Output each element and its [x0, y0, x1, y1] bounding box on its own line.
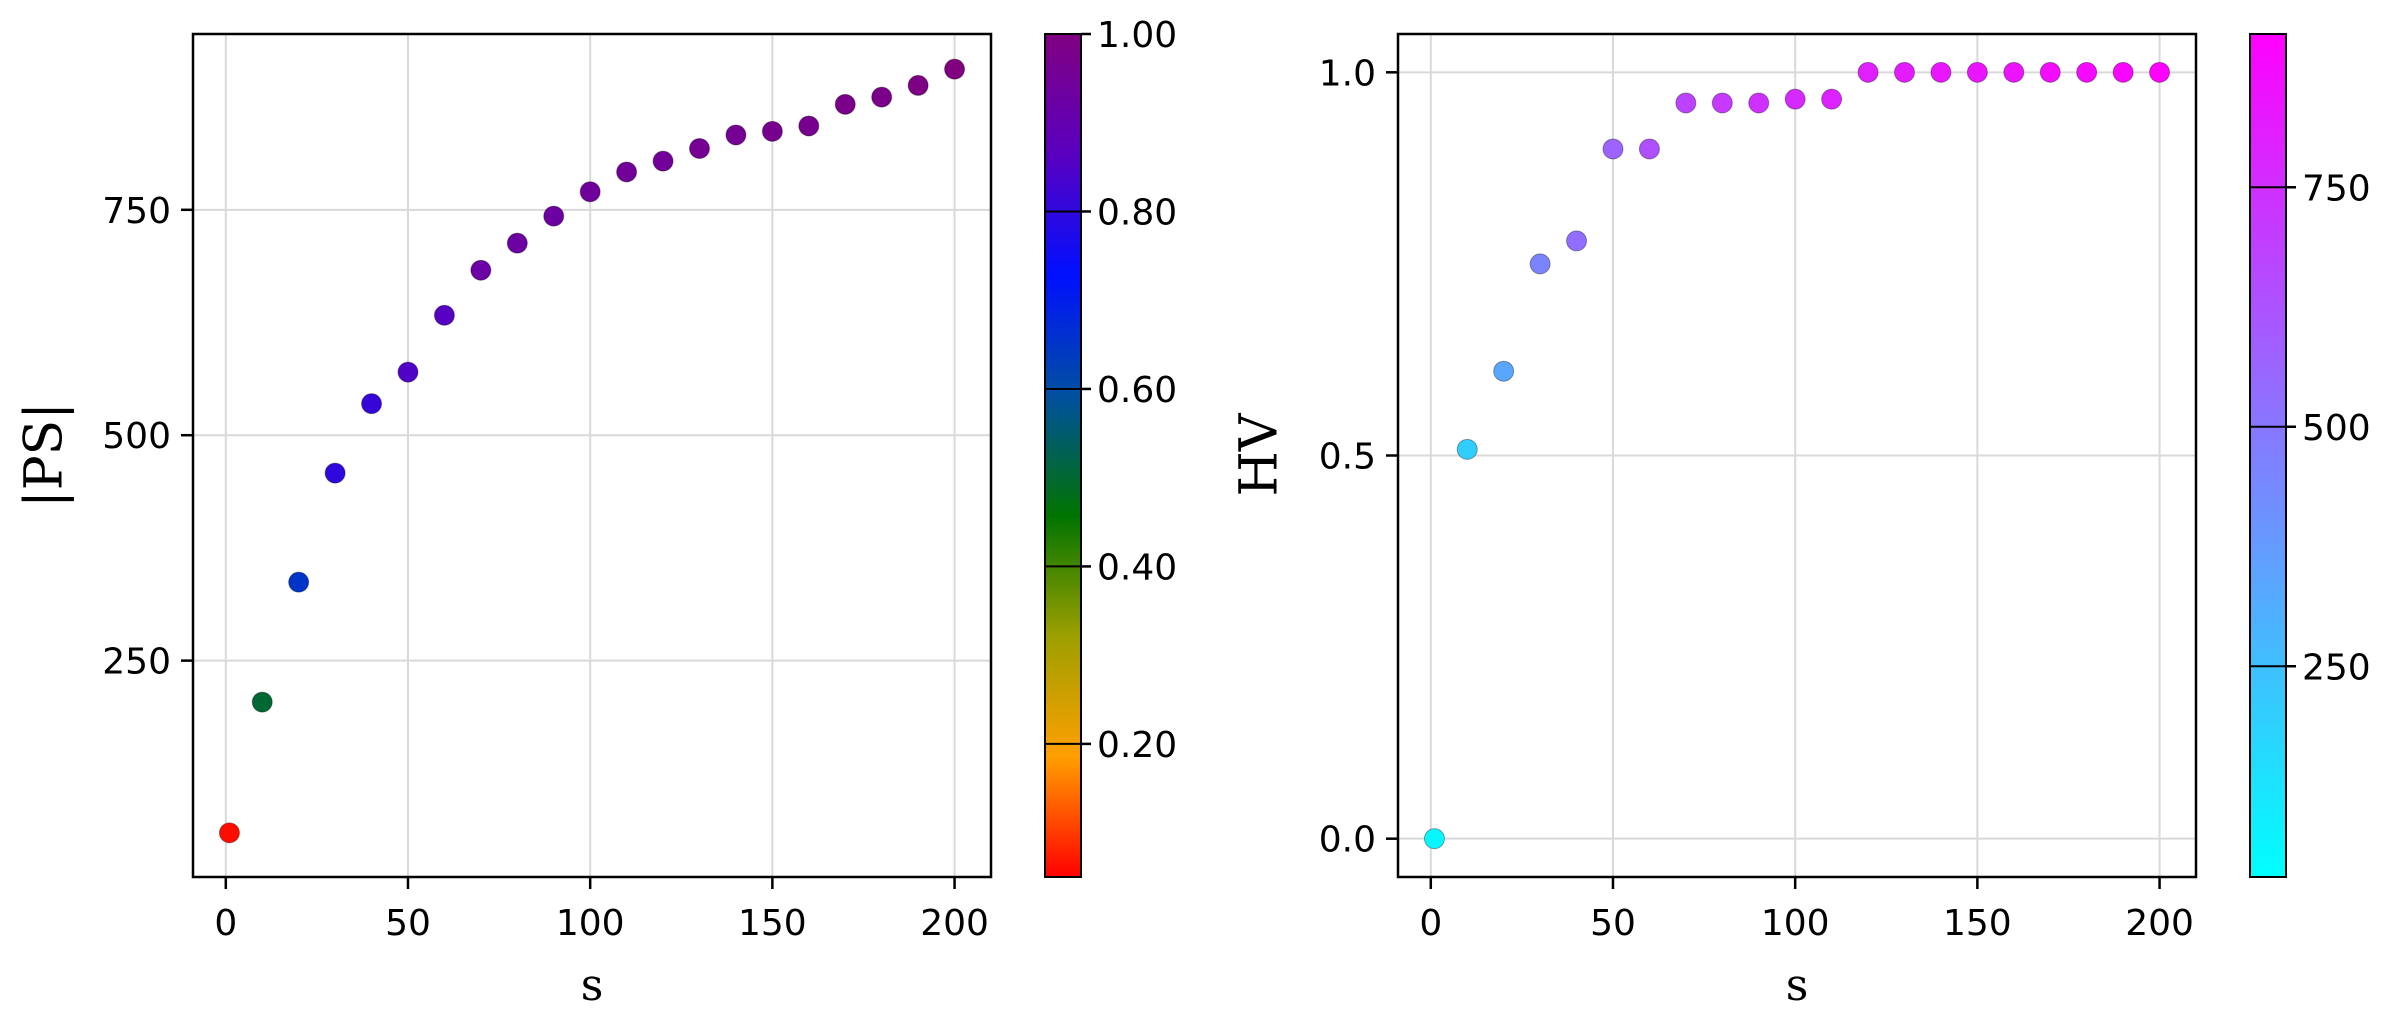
data-point [761, 120, 783, 142]
colorbar-tick-label: 750 [2302, 168, 2371, 209]
data-point [1748, 92, 1770, 114]
x-tick-label: 100 [1761, 903, 1830, 944]
data-point [2003, 61, 2025, 83]
x-tick-label: 150 [1943, 903, 2012, 944]
data-point [2149, 61, 2171, 83]
data-point [1456, 438, 1478, 460]
y-axis-label: |PS| [15, 402, 75, 508]
data-point [1493, 360, 1515, 382]
x-tick-label: 200 [920, 903, 989, 944]
data-point [616, 161, 638, 183]
data-point [1821, 88, 1843, 110]
data-point [1423, 828, 1445, 850]
data-point [2039, 61, 2061, 83]
left-scatter-panel: 0 50 100 150 200 250 500 750 s |PS| 0.20 0.40 0.60 0.… [15, 15, 1178, 1011]
data-point [324, 462, 346, 484]
colorbar [2249, 33, 2287, 878]
data-point [871, 86, 893, 108]
y-tick-label: 0.0 [1319, 820, 1376, 861]
data-point [288, 571, 310, 593]
gridlines [193, 34, 991, 877]
data-point [1857, 61, 1879, 83]
data-point [470, 259, 492, 281]
colorbar-tick-label: 250 [2302, 647, 2371, 688]
y-tick-label: 750 [102, 191, 171, 232]
x-tick-label: 50 [1590, 903, 1636, 944]
data-point [1675, 92, 1697, 114]
data-point [1529, 253, 1551, 275]
data-point [834, 93, 856, 115]
x-tick-label: 150 [738, 903, 807, 944]
x-tick-label: 50 [385, 903, 431, 944]
data-point [1638, 138, 1660, 160]
data-point [2112, 61, 2134, 83]
colorbar-tick-label: 500 [2302, 408, 2371, 449]
data-point [579, 181, 601, 203]
x-axis-label: s [1786, 960, 1809, 1011]
gridlines [1398, 34, 2196, 877]
data-point [1784, 88, 1806, 110]
data-point [1602, 138, 1624, 160]
data-point [798, 115, 820, 137]
y-tick-label: 500 [102, 416, 171, 457]
data-point [652, 150, 674, 172]
data-point [1930, 61, 1952, 83]
x-tick-label: 200 [2125, 903, 2194, 944]
data-point [251, 691, 273, 713]
x-axis-label: s [581, 960, 604, 1011]
data-point [1966, 61, 1988, 83]
data-points [1423, 61, 2171, 850]
y-tick-label: 1.0 [1319, 53, 1376, 94]
data-point [433, 304, 455, 326]
data-point [1893, 61, 1915, 83]
data-point [944, 58, 966, 80]
colorbar [1044, 33, 1082, 878]
right-scatter-panel: 0 50 100 150 200 0.0 0.5 1.0 s HV 250 500 750 [1230, 32, 2371, 1011]
colorbar-tick-label: 0.80 [1097, 192, 1177, 233]
data-point [688, 138, 710, 160]
data-point [907, 74, 929, 96]
x-tick-label: 0 [1419, 903, 1442, 944]
data-point [543, 205, 565, 227]
colorbar-tick-label: 1.00 [1097, 15, 1177, 56]
data-point [725, 124, 747, 146]
y-axis-label: HV [1230, 412, 1290, 496]
data-point [506, 232, 528, 254]
x-tick-label: 100 [556, 903, 625, 944]
data-point [397, 361, 419, 383]
data-points [218, 58, 966, 844]
data-point [1711, 92, 1733, 114]
data-point [1566, 230, 1588, 252]
colorbar-tick-label: 0.20 [1097, 725, 1177, 766]
data-point [218, 822, 240, 844]
colorbar-tick-label: 0.40 [1097, 547, 1177, 588]
y-tick-label: 250 [102, 642, 171, 683]
plot-frame [191, 32, 993, 879]
data-point [361, 393, 383, 415]
y-tick-label: 0.5 [1319, 437, 1376, 478]
data-point [2076, 61, 2098, 83]
x-tick-label: 0 [214, 903, 237, 944]
colorbar-tick-label: 0.60 [1097, 370, 1177, 411]
